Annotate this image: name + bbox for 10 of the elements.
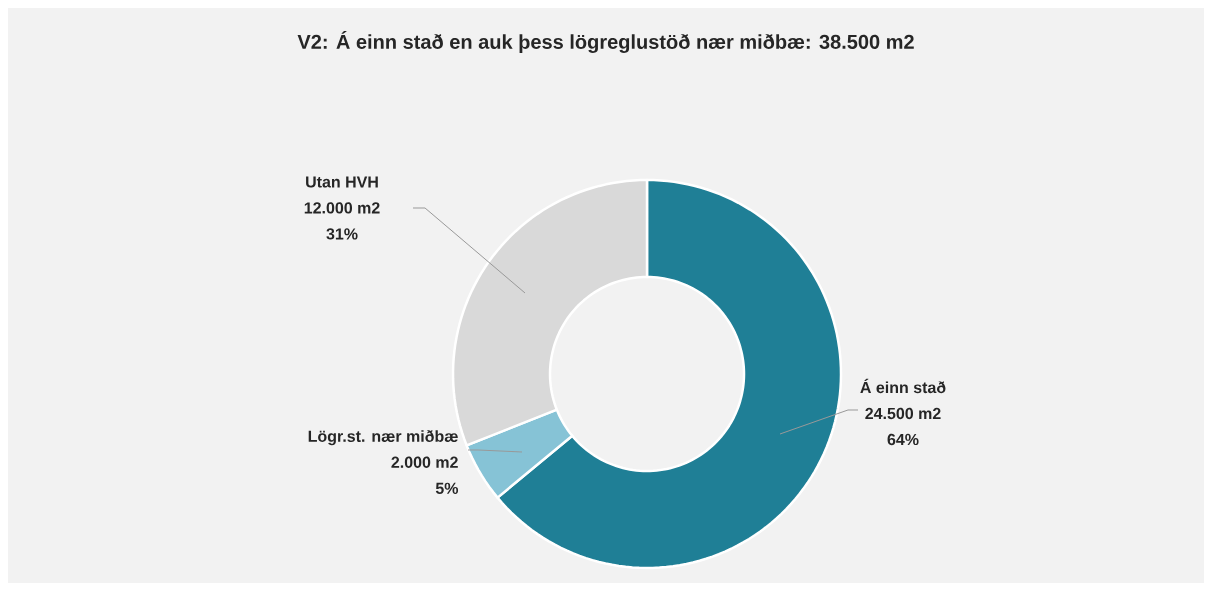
text: 24.500 m2 [865,407,941,420]
data-label: 5% [435,482,459,494]
data-label: 31% [326,228,358,240]
text: 12.000 m2 [304,202,380,214]
slice-label: Lögr.st. nær miðbæ [308,430,458,446]
data-label: 64% [887,433,919,446]
slice-label: Á einn stað [860,378,946,394]
slice-label: Utan HVH [306,176,378,188]
text: 2.000 m2 [391,456,458,468]
chart-title: V2: Á einn stað en auk þess lögreglustöð nær miðbæ: 38.500 m2 [297,31,914,53]
